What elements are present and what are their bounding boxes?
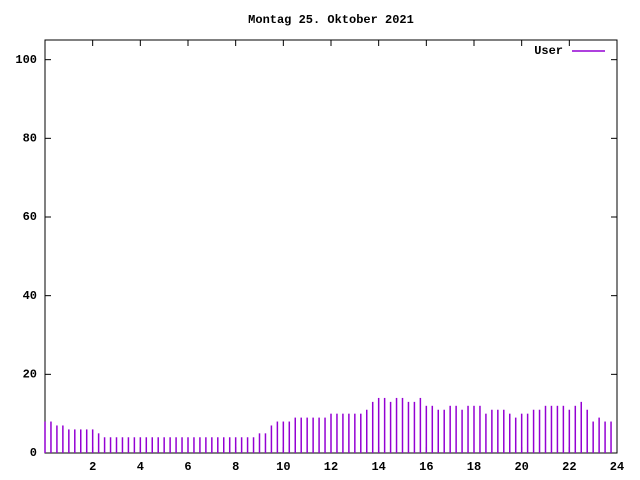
y-tick-label: 0: [30, 446, 37, 460]
x-tick-label: 8: [232, 460, 239, 474]
x-tick-label: 24: [610, 460, 624, 474]
x-tick-label: 6: [184, 460, 191, 474]
x-tick-label: 22: [562, 460, 576, 474]
y-tick-label: 60: [23, 210, 37, 224]
y-tick-label: 80: [23, 132, 37, 146]
x-tick-label: 2: [89, 460, 96, 474]
x-tick-label: 18: [467, 460, 481, 474]
x-tick-label: 20: [514, 460, 528, 474]
chart-title: Montag 25. Oktober 2021: [248, 13, 414, 27]
x-tick-label: 4: [137, 460, 144, 474]
legend-label: User: [534, 44, 563, 58]
y-tick-label: 100: [15, 53, 37, 67]
y-tick-label: 20: [23, 368, 37, 382]
x-tick-label: 12: [324, 460, 338, 474]
x-tick-label: 10: [276, 460, 290, 474]
y-tick-label: 40: [23, 289, 37, 303]
x-tick-label: 16: [419, 460, 433, 474]
x-tick-label: 14: [371, 460, 385, 474]
